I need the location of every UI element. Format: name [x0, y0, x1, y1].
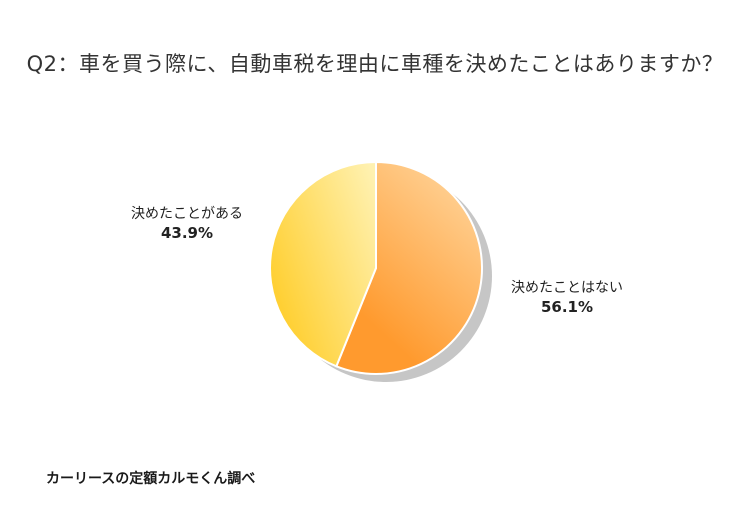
slice-value-2: 43.9% — [161, 224, 213, 242]
pie-slice-1 — [335, 160, 483, 375]
chart-title: Q2：車を買う際に、自動車税を理由に車種を決めたことはありますか？ — [26, 52, 724, 76]
slice-value-1: 56.1% — [541, 298, 593, 316]
slice-label-1: 決めたことはない — [511, 280, 623, 296]
slice-label-2: 決めたことがある — [131, 206, 243, 222]
source-note: カーリースの定額カルモくん調べ — [46, 471, 256, 487]
pie-slice-2 — [269, 160, 377, 368]
